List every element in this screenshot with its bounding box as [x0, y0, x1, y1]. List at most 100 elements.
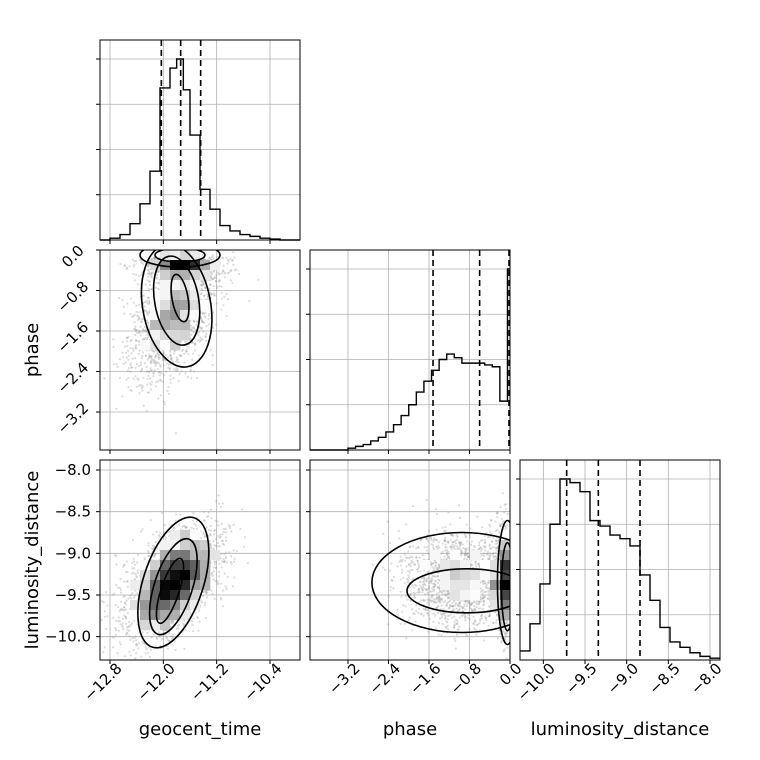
- sample-point: [193, 320, 196, 323]
- sample-point: [218, 280, 221, 283]
- sample-point: [164, 353, 167, 357]
- sample-point: [157, 534, 161, 537]
- sample-point: [213, 597, 216, 601]
- sample-point: [215, 302, 218, 305]
- sample-point: [170, 621, 173, 624]
- sample-point: [155, 361, 158, 365]
- sample-point: [167, 356, 170, 359]
- density-cell: [190, 300, 201, 311]
- sample-point: [178, 668, 180, 670]
- sample-point: [144, 646, 147, 649]
- sample-point: [147, 280, 151, 283]
- sample-point: [198, 620, 201, 623]
- sample-point: [125, 570, 128, 573]
- sample-point: [165, 362, 169, 365]
- sample-point: [147, 264, 150, 267]
- sample-point: [222, 527, 225, 531]
- sample-point: [158, 353, 161, 356]
- sample-point: [147, 554, 151, 558]
- sample-point: [167, 363, 170, 366]
- density-cell: [160, 280, 171, 291]
- sample-point: [185, 348, 188, 351]
- sample-point: [166, 638, 169, 642]
- sample-point: [210, 270, 213, 273]
- sample-point: [145, 648, 148, 651]
- sample-point: [125, 633, 128, 636]
- sample-point: [157, 355, 160, 358]
- sample-point: [126, 344, 129, 348]
- sample-point: [190, 246, 192, 248]
- sample-point: [125, 378, 128, 381]
- sample-point: [213, 563, 217, 566]
- sample-point: [125, 616, 128, 619]
- sample-point: [158, 374, 161, 377]
- sample-point: [225, 293, 228, 296]
- sample-point: [209, 348, 212, 351]
- sample-point: [158, 370, 162, 373]
- sample-point: [175, 360, 178, 363]
- sample-point: [174, 432, 177, 435]
- sample-point: [149, 355, 152, 358]
- sample-point: [148, 353, 151, 356]
- sample-point: [117, 620, 120, 623]
- sample-point: [152, 358, 155, 362]
- hist-panel-geocent_time: [96, 39, 301, 244]
- sample-point: [224, 585, 227, 588]
- sample-point: [211, 254, 214, 257]
- sample-point: [124, 601, 127, 604]
- sample-point: [142, 338, 145, 341]
- sample-point: [200, 601, 204, 604]
- sample-point: [149, 369, 153, 372]
- sample-point: [154, 370, 157, 373]
- sample-point: [210, 546, 213, 549]
- sample-point: [132, 273, 135, 276]
- sample-point: [126, 266, 129, 269]
- sample-point: [136, 569, 139, 572]
- sample-point: [201, 319, 204, 322]
- sample-point: [213, 292, 216, 295]
- sample-point: [224, 527, 227, 531]
- sample-point: [128, 620, 131, 624]
- density-cell: [150, 290, 161, 301]
- sample-point: [220, 285, 223, 288]
- sample-point: [187, 346, 190, 349]
- sample-point: [118, 358, 121, 361]
- sample-point: [205, 526, 208, 529]
- sample-point: [176, 368, 179, 371]
- sample-point: [119, 608, 122, 611]
- sample-point: [171, 636, 174, 639]
- density-cell: [190, 250, 201, 261]
- sample-point: [147, 264, 150, 267]
- sample-point: [193, 342, 197, 345]
- sample-point: [134, 643, 138, 646]
- sample-point: [132, 571, 135, 575]
- sample-point: [214, 519, 217, 522]
- sample-point: [211, 243, 213, 245]
- sample-point: [212, 311, 215, 314]
- sample-point: [142, 642, 145, 645]
- sample-point: [202, 595, 205, 598]
- sample-point: [146, 296, 150, 299]
- sample-point: [151, 271, 154, 274]
- sample-point: [184, 340, 187, 343]
- sample-point: [134, 328, 137, 332]
- sample-point: [161, 638, 164, 641]
- sample-point: [207, 511, 210, 514]
- sample-point: [189, 368, 192, 371]
- sample-point: [127, 349, 130, 352]
- sample-point: [212, 284, 215, 287]
- sample-point: [246, 562, 249, 565]
- density-cell: [170, 320, 181, 331]
- sample-point: [143, 557, 146, 560]
- sample-point: [126, 580, 129, 583]
- sample-point: [208, 256, 211, 259]
- sample-point: [135, 304, 138, 307]
- sample-point: [197, 331, 201, 334]
- sample-point: [102, 651, 105, 654]
- sample-point: [121, 625, 124, 628]
- sample-point: [178, 372, 181, 376]
- sample-point: [133, 636, 136, 640]
- sample-point: [174, 648, 177, 652]
- density-cell: [190, 290, 201, 301]
- sample-point: [132, 377, 135, 380]
